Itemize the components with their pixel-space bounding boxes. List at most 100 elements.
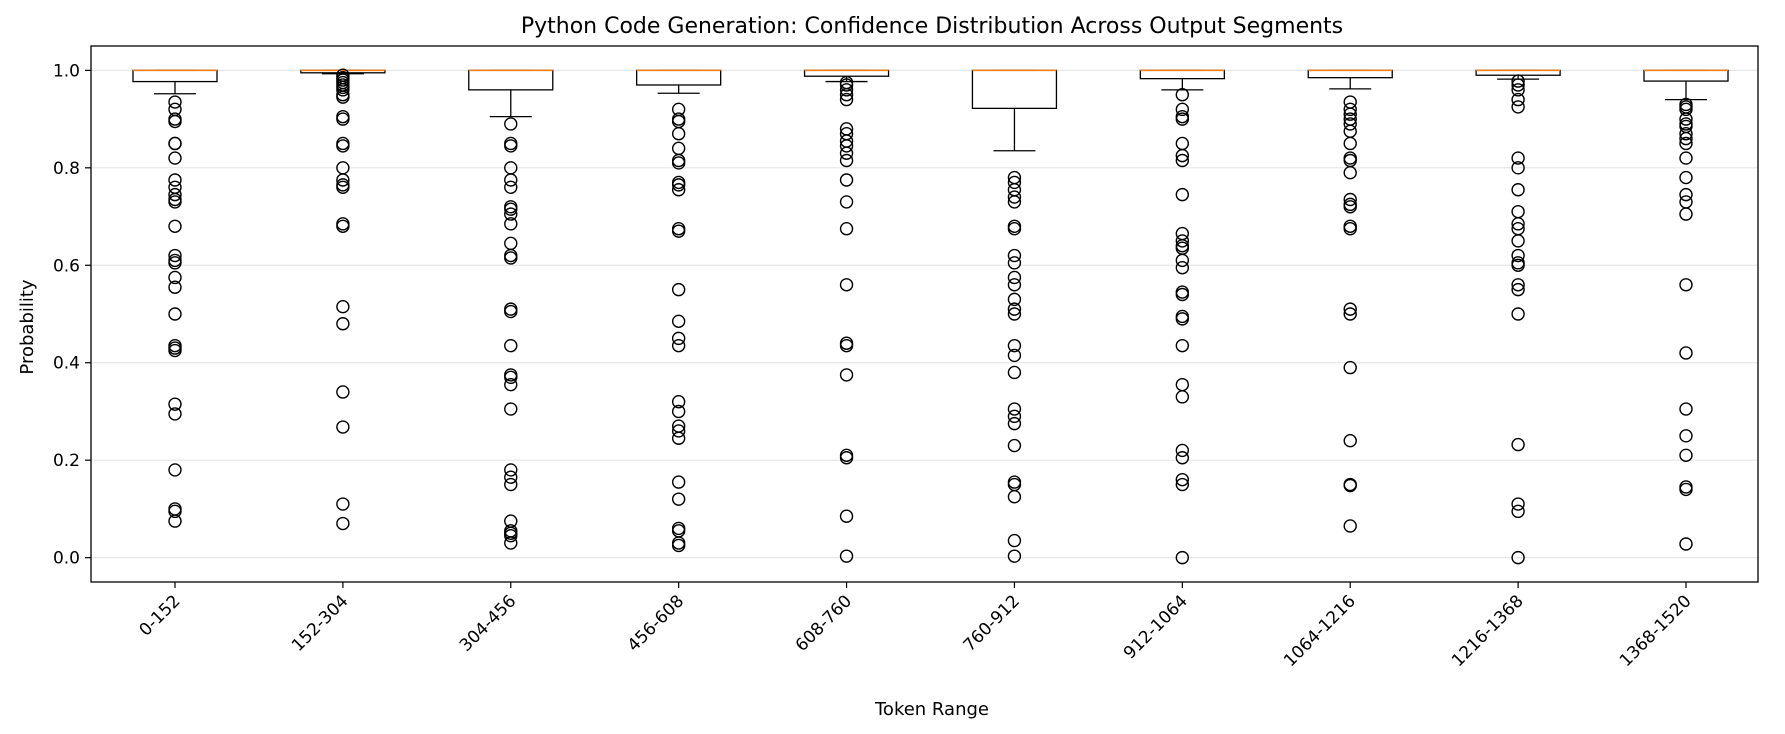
outlier-point <box>504 117 518 131</box>
outlier-point <box>1007 175 1022 190</box>
outlier-point <box>1007 190 1022 204</box>
outlier-point <box>1343 307 1357 321</box>
outlier-point <box>504 251 518 265</box>
outlier-point <box>168 280 182 294</box>
box-1064-1216 <box>1307 69 1393 90</box>
outlier-point <box>1511 278 1525 292</box>
outlier-point <box>1511 92 1525 107</box>
outlier-point <box>1175 102 1190 117</box>
box-456-608 <box>636 69 722 94</box>
outlier-point <box>1007 338 1022 353</box>
outlier-point <box>168 248 182 263</box>
outlier-point <box>1175 148 1190 163</box>
outlier-point <box>1175 112 1190 126</box>
outlier-point <box>1679 151 1693 165</box>
outlier-point <box>671 178 686 192</box>
outlier-point <box>504 463 518 477</box>
outlier-point <box>1343 478 1357 493</box>
x-tick-label: 0-152 <box>135 591 184 640</box>
outlier-point <box>671 156 686 170</box>
x-axis-label: Token Range <box>874 699 989 720</box>
outlier-point <box>1175 226 1190 241</box>
outlier-point <box>168 397 182 411</box>
x-axis: 0-152 152-304 304-456 456-608 608-760 760-912… <box>135 582 1696 671</box>
outlier-point <box>168 343 182 358</box>
outlier-point <box>1175 187 1190 202</box>
outlier-point <box>336 112 350 126</box>
outlier-point <box>1511 497 1525 511</box>
outlier-point <box>1511 437 1525 452</box>
outlier-point <box>1343 117 1357 131</box>
outlier-point <box>1679 207 1693 221</box>
outlier-point <box>671 282 686 297</box>
outlier-point <box>168 307 182 321</box>
outlier-point <box>1343 192 1357 207</box>
box-760-912 <box>971 69 1058 152</box>
outlier-point <box>839 153 854 168</box>
outlier-point <box>1679 482 1693 497</box>
x-tick-label: 456-608 <box>624 591 688 655</box>
outlier-point <box>671 475 686 489</box>
outlier-point <box>839 146 854 160</box>
y-axis: 0.0 0.2 0.4 0.6 0.8 1.0 <box>53 61 91 569</box>
outlier-point <box>1511 83 1525 97</box>
outlier-point <box>504 139 518 153</box>
outlier-point <box>168 463 182 477</box>
outlier-point <box>1175 338 1190 353</box>
outlier-point <box>1511 78 1525 92</box>
outlier-point <box>336 173 350 187</box>
y-axis-label: Probability <box>17 279 38 374</box>
outlier-point <box>1007 348 1022 363</box>
outlier-point <box>1343 124 1357 138</box>
outlier-point <box>839 549 854 563</box>
outlier-point <box>1007 365 1022 380</box>
outlier-point <box>1007 222 1022 236</box>
outlier-point <box>671 395 686 409</box>
outlier-point <box>1175 550 1190 565</box>
outlier-point <box>1007 438 1022 453</box>
outlier-point <box>671 331 686 346</box>
box-iqr <box>803 69 890 77</box>
box-iqr <box>636 69 722 86</box>
y-tick-label: 0.0 <box>53 549 80 569</box>
y-tick-label: 0.8 <box>53 159 80 179</box>
outlier-point <box>1007 248 1022 263</box>
outlier-point <box>1175 443 1190 458</box>
outlier-point <box>1175 390 1190 404</box>
box-304-456 <box>468 69 554 118</box>
outlier-point <box>1175 377 1190 392</box>
outlier-point <box>1007 270 1022 285</box>
outlier-point <box>504 529 518 543</box>
outlier-point <box>1175 312 1190 326</box>
outlier-point <box>1679 278 1693 292</box>
outlier-point <box>1511 100 1525 114</box>
box-iqr <box>971 69 1058 110</box>
outlier-point <box>168 114 182 129</box>
outlier-point <box>1511 204 1525 219</box>
x-tick-label: 912-1064 <box>1120 591 1192 663</box>
box-152-304 <box>300 69 386 75</box>
outlier-point <box>671 424 686 438</box>
plot-area-frame <box>90 45 1759 583</box>
outlier-point <box>1343 107 1357 121</box>
outlier-point <box>671 314 686 329</box>
outlier-point <box>839 173 854 187</box>
outlier-point <box>1679 127 1693 141</box>
outlier-point <box>1679 537 1693 551</box>
outlier-series <box>168 68 1693 565</box>
outlier-point <box>504 304 518 319</box>
x-tick-label: 1216-1368 <box>1448 591 1528 671</box>
outlier-point <box>168 173 182 187</box>
outlier-point <box>336 497 350 511</box>
outlier-point <box>1175 234 1190 248</box>
x-tick-label: 304-456 <box>456 591 520 655</box>
outlier-point <box>839 451 854 465</box>
outlier-point <box>336 385 350 399</box>
outlier-point <box>671 338 686 353</box>
outlier-point <box>1343 200 1357 214</box>
outlier-point <box>1511 74 1525 88</box>
outlier-point <box>671 404 686 419</box>
outlier-point <box>839 88 854 102</box>
outlier-point <box>1511 504 1525 519</box>
grid-lines <box>91 69 1758 559</box>
